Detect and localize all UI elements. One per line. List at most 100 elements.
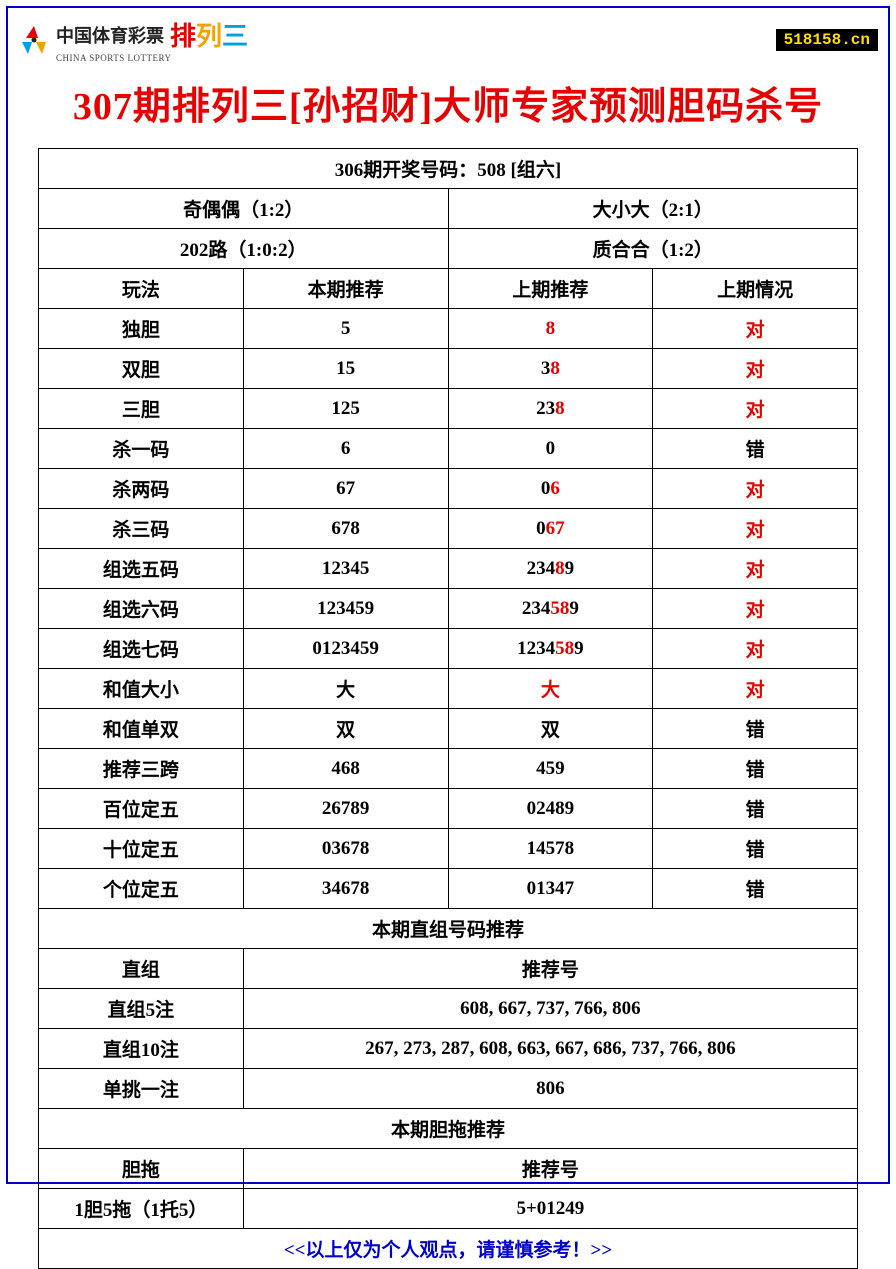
method-cell: 和值单双 bbox=[39, 709, 244, 749]
method-cell: 组选六码 bbox=[39, 589, 244, 629]
table-row: 组选六码123459234589对 bbox=[39, 589, 858, 629]
prev-cell: 459 bbox=[448, 749, 653, 789]
current-cell: 12345 bbox=[243, 549, 448, 589]
result-cell: 对 bbox=[653, 389, 858, 429]
result-cell: 对 bbox=[653, 629, 858, 669]
logo-text-block: 中国体育彩票 排 列 三 CHINA SPORTS LOTTERY bbox=[56, 16, 248, 63]
pailie-san-icon: 排 列 三 bbox=[170, 16, 248, 53]
current-cell: 15 bbox=[243, 349, 448, 389]
result-cell: 对 bbox=[653, 509, 858, 549]
prev-cell: 067 bbox=[448, 509, 653, 549]
table-row: 三胆125238对 bbox=[39, 389, 858, 429]
current-cell: 125 bbox=[243, 389, 448, 429]
col-header-method: 玩法 bbox=[39, 269, 244, 309]
dantuo-section-title: 本期胆拖推荐 bbox=[39, 1109, 858, 1149]
info-route: 202路（1:0:2） bbox=[39, 229, 449, 269]
dantuo-value: 5+01249 bbox=[243, 1189, 857, 1229]
info-big-small: 大小大（2:1） bbox=[448, 189, 858, 229]
footer-note: <<以上仅为个人观点，请谨慎参考！>> bbox=[39, 1229, 858, 1269]
prev-cell: 14578 bbox=[448, 829, 653, 869]
result-cell: 错 bbox=[653, 749, 858, 789]
info-odd-even: 奇偶偶（1:2） bbox=[39, 189, 449, 229]
prev-cell: 大 bbox=[448, 669, 653, 709]
table-row: 推荐三跨468459错 bbox=[39, 749, 858, 789]
zhizu-label: 单挑一注 bbox=[39, 1069, 244, 1109]
method-cell: 个位定五 bbox=[39, 869, 244, 909]
dantuo-label: 1胆5拖（1托5） bbox=[39, 1189, 244, 1229]
method-cell: 双胆 bbox=[39, 349, 244, 389]
result-cell: 错 bbox=[653, 829, 858, 869]
method-cell: 杀两码 bbox=[39, 469, 244, 509]
table-row: 组选五码1234523489对 bbox=[39, 549, 858, 589]
result-cell: 对 bbox=[653, 349, 858, 389]
col-header-prev: 上期推荐 bbox=[448, 269, 653, 309]
method-cell: 组选七码 bbox=[39, 629, 244, 669]
method-cell: 独胆 bbox=[39, 309, 244, 349]
prev-cell: 38 bbox=[448, 349, 653, 389]
prev-cell: 23489 bbox=[448, 549, 653, 589]
result-cell: 错 bbox=[653, 869, 858, 909]
dantuo-header-right: 推荐号 bbox=[243, 1149, 857, 1189]
table-row: 杀三码678067对 bbox=[39, 509, 858, 549]
site-badge: 518158.cn bbox=[776, 29, 878, 51]
logo-cn-text: 中国体育彩票 bbox=[56, 22, 164, 48]
page-border: 中国体育彩票 排 列 三 CHINA SPORTS LOTTERY 518158… bbox=[6, 6, 890, 1184]
method-cell: 和值大小 bbox=[39, 669, 244, 709]
result-cell: 错 bbox=[653, 709, 858, 749]
table-row: 双胆1538对 bbox=[39, 349, 858, 389]
prediction-table: 306期开奖号码：508 [组六] 奇偶偶（1:2） 大小大（2:1） 202路… bbox=[38, 148, 858, 1269]
zhizu-row: 直组10注267, 273, 287, 608, 663, 667, 686, … bbox=[39, 1029, 858, 1069]
current-cell: 双 bbox=[243, 709, 448, 749]
current-cell: 67 bbox=[243, 469, 448, 509]
prev-cell: 02489 bbox=[448, 789, 653, 829]
prev-cell: 01347 bbox=[448, 869, 653, 909]
method-cell: 杀三码 bbox=[39, 509, 244, 549]
current-cell: 大 bbox=[243, 669, 448, 709]
prev-cell: 0 bbox=[448, 429, 653, 469]
table-row: 独胆58对 bbox=[39, 309, 858, 349]
logo-en-text: CHINA SPORTS LOTTERY bbox=[56, 53, 248, 63]
header: 中国体育彩票 排 列 三 CHINA SPORTS LOTTERY 518158… bbox=[8, 8, 888, 67]
table-row: 和值大小大大对 bbox=[39, 669, 858, 709]
table-row: 个位定五3467801347错 bbox=[39, 869, 858, 909]
current-cell: 6 bbox=[243, 429, 448, 469]
table-row: 和值单双双双错 bbox=[39, 709, 858, 749]
col-header-current: 本期推荐 bbox=[243, 269, 448, 309]
table-row: 杀两码6706对 bbox=[39, 469, 858, 509]
zhizu-value: 608, 667, 737, 766, 806 bbox=[243, 989, 857, 1029]
method-cell: 组选五码 bbox=[39, 549, 244, 589]
prev-cell: 238 bbox=[448, 389, 653, 429]
zhizu-section-title: 本期直组号码推荐 bbox=[39, 909, 858, 949]
current-cell: 123459 bbox=[243, 589, 448, 629]
prev-cell: 234589 bbox=[448, 589, 653, 629]
col-header-result: 上期情况 bbox=[653, 269, 858, 309]
lottery-logo-icon bbox=[18, 24, 50, 56]
current-cell: 678 bbox=[243, 509, 448, 549]
method-cell: 杀一码 bbox=[39, 429, 244, 469]
zhizu-label: 直组10注 bbox=[39, 1029, 244, 1069]
zhizu-row: 直组5注608, 667, 737, 766, 806 bbox=[39, 989, 858, 1029]
table-row: 十位定五0367814578错 bbox=[39, 829, 858, 869]
current-cell: 0123459 bbox=[243, 629, 448, 669]
page-title: 307期排列三[孙招财]大师专家预测胆码杀号 bbox=[8, 67, 888, 148]
result-cell: 错 bbox=[653, 789, 858, 829]
prev-cell: 1234589 bbox=[448, 629, 653, 669]
prev-cell: 双 bbox=[448, 709, 653, 749]
current-cell: 34678 bbox=[243, 869, 448, 909]
current-cell: 03678 bbox=[243, 829, 448, 869]
result-cell: 对 bbox=[653, 549, 858, 589]
dantuo-row: 1胆5拖（1托5）5+01249 bbox=[39, 1189, 858, 1229]
method-cell: 推荐三跨 bbox=[39, 749, 244, 789]
prev-draw-row: 306期开奖号码：508 [组六] bbox=[39, 149, 858, 189]
table-row: 杀一码60错 bbox=[39, 429, 858, 469]
method-cell: 十位定五 bbox=[39, 829, 244, 869]
logo-area: 中国体育彩票 排 列 三 CHINA SPORTS LOTTERY bbox=[18, 16, 248, 63]
method-cell: 百位定五 bbox=[39, 789, 244, 829]
table-row: 组选七码01234591234589对 bbox=[39, 629, 858, 669]
zhizu-value: 806 bbox=[243, 1069, 857, 1109]
table-wrapper: 306期开奖号码：508 [组六] 奇偶偶（1:2） 大小大（2:1） 202路… bbox=[8, 148, 888, 1269]
info-prime: 质合合（1:2） bbox=[448, 229, 858, 269]
method-cell: 三胆 bbox=[39, 389, 244, 429]
zhizu-label: 直组5注 bbox=[39, 989, 244, 1029]
result-cell: 对 bbox=[653, 589, 858, 629]
